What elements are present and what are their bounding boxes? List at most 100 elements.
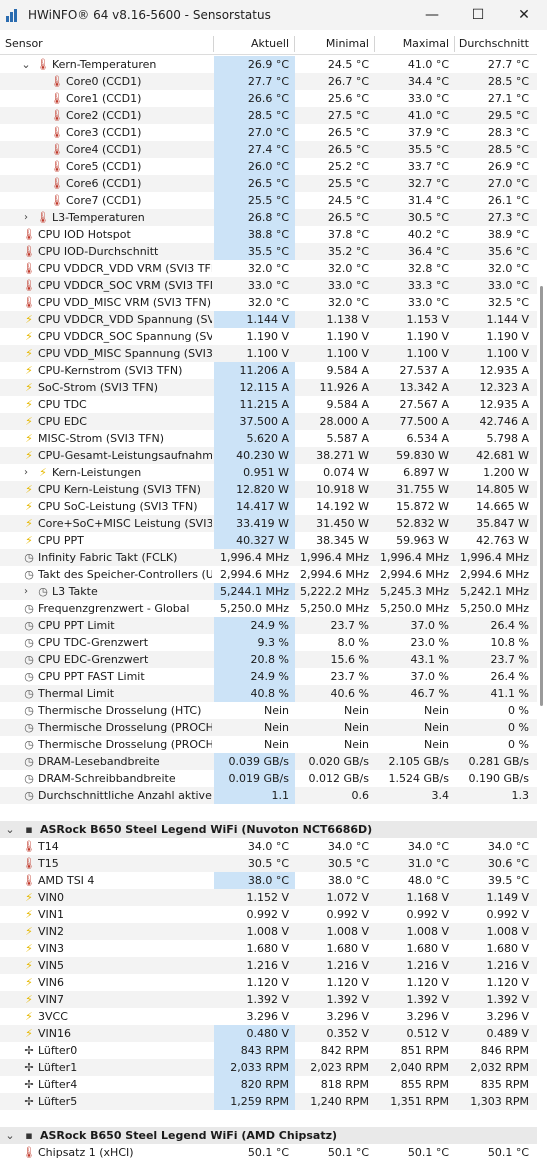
header-current[interactable]: Aktuell (250, 37, 289, 50)
expand-chevron-icon[interactable]: › (24, 467, 28, 478)
sensor-row[interactable]: 🌡 T14 34.0 °C 34.0 °C 34.0 °C 34.0 °C (0, 838, 537, 855)
sensor-row[interactable]: ◷ Infinity Fabric Takt (FCLK) 1,996.4 MHz 1… (0, 549, 537, 566)
vertical-scrollbar[interactable] (538, 56, 547, 1170)
collapse-chevron-icon[interactable]: ⌄ (5, 1129, 15, 1142)
maximum-value: 1.153 V (406, 313, 449, 326)
sensor-row[interactable]: › 🌡 L3-Temperaturen 26.8 °C 26.5 °C 30.5 °C 27… (0, 209, 537, 226)
sensor-row[interactable]: ⚡ VIN1 0.992 V 0.992 V 0.992 V 0.992 V (0, 906, 537, 923)
sensor-row[interactable]: ⚡ CPU SoC-Leistung (SVI3 TFN) 14.417 W 14.1… (0, 498, 537, 515)
sensor-name: Core1 (CCD1) (66, 92, 142, 105)
sensor-row[interactable]: ◷ CPU TDC-Grenzwert 9.3 % 8.0 % 23.0 % 10.8 % (0, 634, 537, 651)
sensor-list[interactable]: ⌄ 🌡 Kern-Temperaturen 26.9 °C 24.5 °C 41.0 °C… (0, 56, 537, 1170)
sensor-row[interactable]: ⚡ VIN2 1.008 V 1.008 V 1.008 V 1.008 V (0, 923, 537, 940)
sensor-row[interactable]: 🌡 Core2 (CCD1) 28.5 °C 27.5 °C 41.0 °C 29.5 °… (0, 107, 537, 124)
minimize-button[interactable]: — (425, 7, 439, 23)
sensor-row[interactable]: ⚡ CPU VDDCR_VDD Spannung (SVI... 1.144 V 1.… (0, 311, 537, 328)
sensor-row[interactable]: ◷ Thermal Limit 40.8 % 40.6 % 46.7 % 41.1 % (0, 685, 537, 702)
sensor-row[interactable]: ◷ Thermische Drosselung (PROCHO... Nein Nei… (0, 736, 537, 753)
sensor-row[interactable]: ⚡ 3VCC 3.296 V 3.296 V 3.296 V 3.296 V (0, 1008, 537, 1025)
sensor-row[interactable]: ◷ Frequenzgrenzwert - Global 5,250.0 MHz 5,… (0, 600, 537, 617)
sensor-row[interactable]: 🌡 Core7 (CCD1) 25.5 °C 24.5 °C 31.4 °C 26.1 °… (0, 192, 537, 209)
minimum-value: 1.216 V (326, 959, 369, 972)
sensor-row[interactable]: ◷ CPU PPT FAST Limit 24.9 % 23.7 % 37.0 % 26.… (0, 668, 537, 685)
sensor-row[interactable]: ⚡ CPU VDDCR_SOC Spannung (SVI... 1.190 V 1.… (0, 328, 537, 345)
sensor-row[interactable]: › ◷ L3 Takte 5,244.1 MHz 5,222.2 MHz 5,245.3 … (0, 583, 537, 600)
expand-chevron-icon[interactable]: › (24, 212, 28, 223)
sensor-row[interactable]: ⚡ CPU EDC 37.500 A 28.000 A 77.500 A 42.746 A (0, 413, 537, 430)
maximum-value: 1,996.4 MHz (379, 551, 449, 564)
current-value-highlight (214, 124, 295, 141)
sensor-row[interactable]: ◷ CPU PPT Limit 24.9 % 23.7 % 37.0 % 26.4 % (0, 617, 537, 634)
header-divider[interactable] (454, 36, 455, 52)
sensor-row[interactable]: ⚡ CPU Kern-Leistung (SVI3 TFN) 12.820 W 10.… (0, 481, 537, 498)
sensor-row[interactable]: ⚡ VIN7 1.392 V 1.392 V 1.392 V 1.392 V (0, 991, 537, 1008)
sensor-row[interactable]: ◷ Durchschnittliche Anzahl aktiver K... 1.… (0, 787, 537, 804)
sensor-row[interactable]: ◷ Thermische Drosselung (PROCHO... Nein Nei… (0, 719, 537, 736)
sensor-row[interactable]: ⚡ VIN6 1.120 V 1.120 V 1.120 V 1.120 V (0, 974, 537, 991)
sensor-row[interactable]: 🌡 CPU IOD-Durchschnitt 35.5 °C 35.2 °C 36.4 … (0, 243, 537, 260)
header-divider[interactable] (294, 36, 295, 52)
sensor-row[interactable]: ◷ Takt des Speicher-Controllers (U... 2,99… (0, 566, 537, 583)
thermometer-icon: 🌡 (50, 194, 64, 207)
sensor-row[interactable]: ⚡ CPU PPT 40.327 W 38.345 W 59.963 W 42.763 W (0, 532, 537, 549)
sensor-row[interactable]: ◷ DRAM-Lesebandbreite 0.039 GB/s 0.020 GB/s… (0, 753, 537, 770)
header-sensor[interactable]: Sensor (5, 37, 43, 50)
header-minimum[interactable]: Minimal (325, 37, 369, 50)
sensor-row[interactable]: 🌡 Core6 (CCD1) 26.5 °C 25.5 °C 32.7 °C 27.0 °… (0, 175, 537, 192)
sensor-group-header[interactable]: ⌄ ▪ ASRock B650 Steel Legend WiFi (Nuvoton… (0, 821, 537, 838)
sensor-row[interactable]: ⚡ SoC-Strom (SVI3 TFN) 12.115 A 11.926 A 13.… (0, 379, 537, 396)
header-maximum[interactable]: Maximal (402, 37, 449, 50)
sensor-row[interactable]: 🌡 Core0 (CCD1) 27.7 °C 26.7 °C 34.4 °C 28.5 °… (0, 73, 537, 90)
sensor-row[interactable]: ⚡ VIN3 1.680 V 1.680 V 1.680 V 1.680 V (0, 940, 537, 957)
sensor-row[interactable]: 🌡 CPU VDD_MISC VRM (SVI3 TFN) 32.0 °C 32.0 … (0, 294, 537, 311)
sensor-row[interactable]: ⚡ CPU VDD_MISC Spannung (SVI3 ... 1.100 V 1… (0, 345, 537, 362)
sensor-row[interactable]: ⚡ Core+SoC+MISC Leistung (SVI3 ... 33.419 … (0, 515, 537, 532)
current-value: 35.5 °C (247, 245, 289, 258)
sensor-row[interactable]: ⚡ CPU TDC 11.215 A 9.584 A 27.567 A 12.935 A (0, 396, 537, 413)
sensor-row[interactable]: ⚡ VIN0 1.152 V 1.072 V 1.168 V 1.149 V (0, 889, 537, 906)
header-divider[interactable] (374, 36, 375, 52)
sensor-row[interactable]: › ⚡ Kern-Leistungen 0.951 W 0.074 W 6.897 W 1.… (0, 464, 537, 481)
collapse-chevron-icon[interactable]: ⌄ (21, 58, 31, 71)
sensor-row[interactable]: 🌡 CPU IOD Hotspot 38.8 °C 37.8 °C 40.2 °C 38.… (0, 226, 537, 243)
current-value: 26.8 °C (247, 211, 289, 224)
sensor-row[interactable]: ◷ CPU EDC-Grenzwert 20.8 % 15.6 % 43.1 % 23.7… (0, 651, 537, 668)
sensor-row[interactable]: ✢ Lüfter0 843 RPM 842 RPM 851 RPM 846 RPM (0, 1042, 537, 1059)
sensor-row[interactable]: 🌡 AMD TSI 4 38.0 °C 38.0 °C 48.0 °C 39.5 °C (0, 872, 537, 889)
sensor-row[interactable]: ◷ DRAM-Schreibbandbreite 0.019 GB/s 0.012 G… (0, 770, 537, 787)
close-button[interactable]: ✕ (518, 7, 530, 23)
sensor-row[interactable]: ⚡ CPU-Kernstrom (SVI3 TFN) 11.206 A 9.584 A… (0, 362, 537, 379)
current-value: 38.0 °C (247, 874, 289, 887)
sensor-row[interactable]: ◷ Thermische Drosselung (HTC) Nein Nein Nein… (0, 702, 537, 719)
maximum-value: 6.534 A (406, 432, 449, 445)
sensor-row[interactable]: 🌡 T15 30.5 °C 30.5 °C 31.0 °C 30.6 °C (0, 855, 537, 872)
scrollbar-thumb[interactable] (540, 286, 543, 706)
sensor-row[interactable]: ⚡ CPU-Gesamt-Leistungsaufnahme 40.230 W 38.… (0, 447, 537, 464)
average-value: 32.5 °C (487, 296, 529, 309)
current-value: 12.115 A (239, 381, 289, 394)
sensor-row[interactable]: 🌡 Core3 (CCD1) 27.0 °C 26.5 °C 37.9 °C 28.3 °… (0, 124, 537, 141)
sensor-row[interactable]: ✢ Lüfter4 820 RPM 818 RPM 855 RPM 835 RPM (0, 1076, 537, 1093)
lightning-icon: ⚡ (25, 330, 33, 343)
sensor-row[interactable]: ⚡ VIN16 0.480 V 0.352 V 0.512 V 0.489 V (0, 1025, 537, 1042)
sensor-row[interactable]: 🌡 Core5 (CCD1) 26.0 °C 25.2 °C 33.7 °C 26.9 °… (0, 158, 537, 175)
sensor-row[interactable]: ✢ Lüfter5 1,259 RPM 1,240 RPM 1,351 RPM 1,303… (0, 1093, 537, 1110)
sensor-row[interactable]: 🌡 Chipsatz 1 (xHCI) 50.1 °C 50.1 °C 50.1 °C 5… (0, 1144, 537, 1161)
maximum-value: 30.5 °C (407, 211, 449, 224)
sensor-row[interactable]: 🌡 CPU VDDCR_SOC VRM (SVI3 TFN) 33.0 °C 33.0… (0, 277, 537, 294)
minimum-value: 31.450 W (316, 517, 369, 530)
maximize-button[interactable]: ☐ (471, 7, 485, 23)
sensor-group-header[interactable]: ⌄ ▪ ASRock B650 Steel Legend WiFi (AMD Chi… (0, 1127, 537, 1144)
sensor-row[interactable]: 🌡 CPU VDDCR_VDD VRM (SVI3 TFN) 32.0 °C 32.0… (0, 260, 537, 277)
sensor-row[interactable]: ✢ Lüfter1 2,033 RPM 2,023 RPM 2,040 RPM 2,032… (0, 1059, 537, 1076)
sensor-row[interactable]: ⚡ VIN5 1.216 V 1.216 V 1.216 V 1.216 V (0, 957, 537, 974)
sensor-row[interactable]: 🌡 Core1 (CCD1) 26.6 °C 25.6 °C 33.0 °C 27.1 °… (0, 90, 537, 107)
header-average[interactable]: Durchschnitt (458, 37, 529, 50)
collapse-chevron-icon[interactable]: ⌄ (5, 823, 15, 836)
expand-chevron-icon[interactable]: › (24, 586, 28, 597)
sensor-row[interactable]: 🌡 Core4 (CCD1) 27.4 °C 26.5 °C 35.5 °C 28.5 °… (0, 141, 537, 158)
sensor-row[interactable]: ⚡ MISC-Strom (SVI3 TFN) 5.620 A 5.587 A 6.53… (0, 430, 537, 447)
current-value-highlight (214, 243, 295, 260)
sensor-row[interactable]: ⌄ 🌡 Kern-Temperaturen 26.9 °C 24.5 °C 41.0 °C… (0, 56, 537, 73)
header-divider[interactable] (213, 36, 214, 52)
